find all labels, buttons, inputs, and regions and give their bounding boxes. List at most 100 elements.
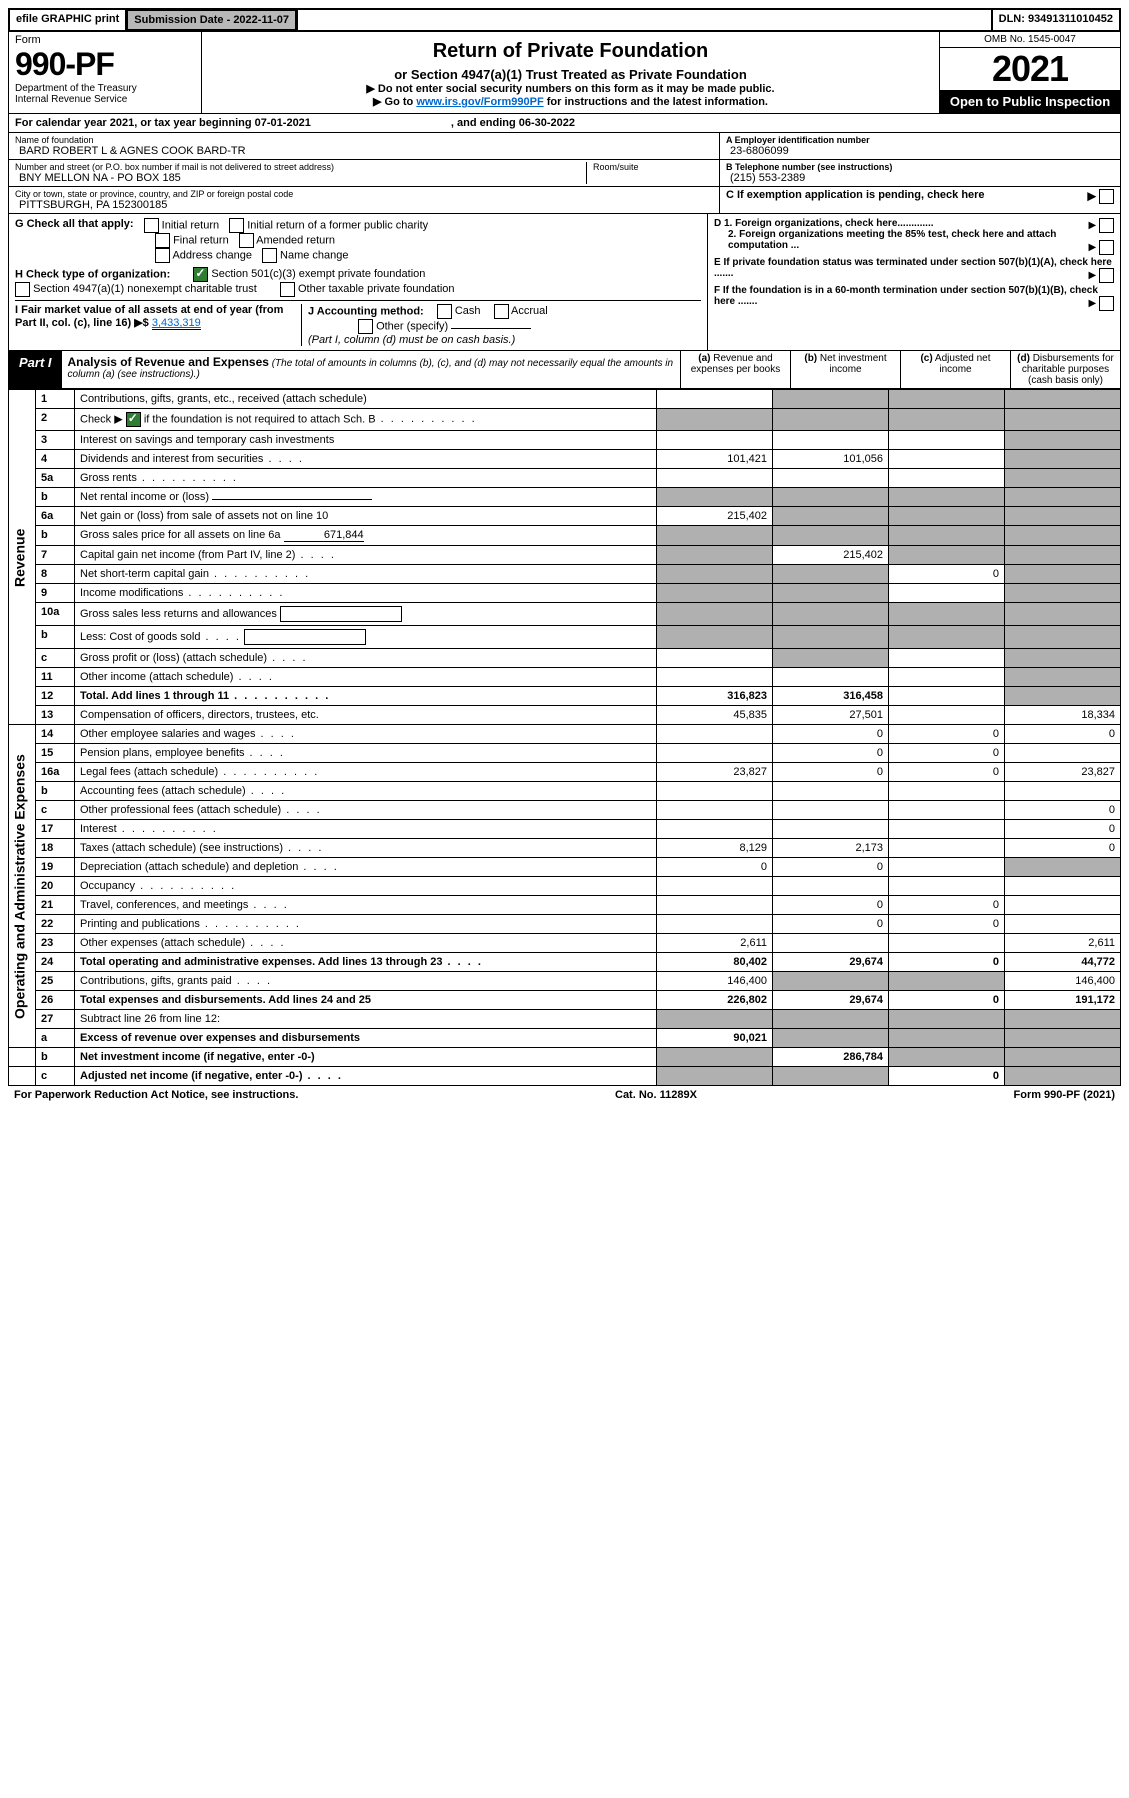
efile-label[interactable]: efile GRAPHIC print — [10, 10, 125, 30]
fmv-link[interactable]: 3,433,319 — [152, 317, 201, 330]
expenses-side-label: Operating and Administrative Expenses — [9, 725, 36, 1048]
header-left: Form 990-PF Department of the Treasury I… — [9, 32, 202, 113]
501c3-cb[interactable] — [193, 267, 208, 282]
table-row: 19Depreciation (attach schedule) and dep… — [9, 858, 1121, 877]
d2-row: 2. Foreign organizations meeting the 85%… — [714, 229, 1114, 251]
table-row: Operating and Administrative Expenses 14… — [9, 725, 1121, 744]
part1-header: Part I Analysis of Revenue and Expenses … — [8, 351, 1121, 389]
header-center: Return of Private Foundation or Section … — [202, 32, 939, 113]
e-cb[interactable] — [1099, 268, 1114, 283]
f-cb[interactable] — [1099, 296, 1114, 311]
j-block: J Accounting method: Cash Accrual Other … — [302, 304, 701, 346]
part1-label: Part I — [9, 351, 62, 388]
f-row: F If the foundation is in a 60-month ter… — [714, 285, 1114, 307]
table-row: 8Net short-term capital gain0 — [9, 565, 1121, 584]
h-row: H Check type of organization: Section 50… — [15, 267, 701, 282]
checkbox-block: G Check all that apply: Initial return I… — [8, 214, 1121, 351]
amended-return-cb[interactable] — [239, 233, 254, 248]
table-row: 26Total expenses and disbursements. Add … — [9, 991, 1121, 1010]
phone-cell: B Telephone number (see instructions) (2… — [720, 160, 1120, 187]
form-subtitle: or Section 4947(a)(1) Trust Treated as P… — [210, 67, 931, 82]
form-title: Return of Private Foundation — [210, 40, 931, 63]
header-right: OMB No. 1545-0047 2021 Open to Public In… — [939, 32, 1120, 113]
form-number: 990-PF — [15, 46, 195, 83]
table-row: 18Taxes (attach schedule) (see instructi… — [9, 839, 1121, 858]
irs-link[interactable]: www.irs.gov/Form990PF — [416, 96, 543, 108]
calendar-begin: For calendar year 2021, or tax year begi… — [15, 117, 311, 129]
paperwork-notice: For Paperwork Reduction Act Notice, see … — [14, 1089, 298, 1101]
table-row: 16aLegal fees (attach schedule)23,827002… — [9, 763, 1121, 782]
table-row: 27Subtract line 26 from line 12: — [9, 1010, 1121, 1029]
4947-cb[interactable] — [15, 282, 30, 297]
part1-title: Analysis of Revenue and Expenses (The to… — [62, 351, 680, 388]
table-row: 5aGross rents — [9, 469, 1121, 488]
table-row: 24Total operating and administrative exp… — [9, 953, 1121, 972]
spacer — [298, 10, 991, 30]
dln: DLN: 93491311010452 — [993, 10, 1119, 30]
d2-cb[interactable] — [1099, 240, 1114, 255]
submission-date: Submission Date - 2022-11-07 — [127, 10, 296, 30]
schb-cb[interactable] — [126, 412, 141, 427]
open-public: Open to Public Inspection — [940, 90, 1120, 113]
omb-number: OMB No. 1545-0047 — [940, 32, 1120, 48]
table-row: 4Dividends and interest from securities1… — [9, 450, 1121, 469]
table-row: 3Interest on savings and temporary cash … — [9, 431, 1121, 450]
table-row: aExcess of revenue over expenses and dis… — [9, 1029, 1121, 1048]
foundation-name-cell: Name of foundation BARD ROBERT L & AGNES… — [9, 133, 719, 160]
ein-cell: A Employer identification number 23-6806… — [720, 133, 1120, 160]
table-row: 10aGross sales less returns and allowanc… — [9, 603, 1121, 626]
table-row: bLess: Cost of goods sold — [9, 626, 1121, 649]
table-row: bGross sales price for all assets on lin… — [9, 526, 1121, 546]
table-row: 13Compensation of officers, directors, t… — [9, 706, 1121, 725]
page-footer: For Paperwork Reduction Act Notice, see … — [8, 1086, 1121, 1104]
table-row: bNet rental income or (loss) — [9, 488, 1121, 507]
table-row: 21Travel, conferences, and meetings00 — [9, 896, 1121, 915]
g-row: G Check all that apply: Initial return I… — [15, 218, 701, 233]
table-row: 23Other expenses (attach schedule)2,6112… — [9, 934, 1121, 953]
form-header: Form 990-PF Department of the Treasury I… — [8, 32, 1121, 114]
table-row: bAccounting fees (attach schedule) — [9, 782, 1121, 801]
table-row: Revenue 1Contributions, gifts, grants, e… — [9, 390, 1121, 409]
table-row: bNet investment income (if negative, ent… — [9, 1048, 1121, 1067]
address-cell: Number and street (or P.O. box number if… — [9, 160, 719, 187]
table-row: 17Interest0 — [9, 820, 1121, 839]
initial-return-cb[interactable] — [144, 218, 159, 233]
table-row: cAdjusted net income (if negative, enter… — [9, 1067, 1121, 1086]
other-method-cb[interactable] — [358, 319, 373, 334]
calendar-end: , and ending 06-30-2022 — [451, 117, 575, 129]
table-row: 2Check ▶ if the foundation is not requir… — [9, 409, 1121, 431]
address-change-cb[interactable] — [155, 248, 170, 263]
table-row: 12Total. Add lines 1 through 11316,82331… — [9, 687, 1121, 706]
form-label: Form — [15, 34, 195, 46]
tax-year: 2021 — [940, 48, 1120, 90]
d1-cb[interactable] — [1099, 218, 1114, 233]
exemption-pending-cell: C If exemption application is pending, c… — [720, 187, 1120, 213]
e-row: E If private foundation status was termi… — [714, 257, 1114, 279]
i-block: I Fair market value of all assets at end… — [15, 304, 302, 346]
other-taxable-cb[interactable] — [280, 282, 295, 297]
table-row: 20Occupancy — [9, 877, 1121, 896]
instr-ssn: ▶ Do not enter social security numbers o… — [210, 82, 931, 95]
city-cell: City or town, state or province, country… — [9, 187, 719, 213]
table-row: 7Capital gain net income (from Part IV, … — [9, 546, 1121, 565]
accrual-cb[interactable] — [494, 304, 509, 319]
initial-former-cb[interactable] — [229, 218, 244, 233]
cash-cb[interactable] — [437, 304, 452, 319]
cat-no: Cat. No. 11289X — [615, 1089, 697, 1101]
c-checkbox[interactable] — [1099, 189, 1114, 204]
table-row: cGross profit or (loss) (attach schedule… — [9, 649, 1121, 668]
instr-goto: ▶ Go to www.irs.gov/Form990PF for instru… — [210, 95, 931, 108]
part1-table: Revenue 1Contributions, gifts, grants, e… — [8, 389, 1121, 1086]
calendar-year-row: For calendar year 2021, or tax year begi… — [8, 114, 1121, 133]
table-row: 9Income modifications — [9, 584, 1121, 603]
final-return-cb[interactable] — [155, 233, 170, 248]
identification-block: Name of foundation BARD ROBERT L & AGNES… — [8, 133, 1121, 214]
table-row: cOther professional fees (attach schedul… — [9, 801, 1121, 820]
revenue-side-label: Revenue — [9, 390, 36, 725]
irs-label: Internal Revenue Service — [15, 94, 195, 105]
form-ref: Form 990-PF (2021) — [1014, 1089, 1115, 1101]
table-row: 11Other income (attach schedule) — [9, 668, 1121, 687]
name-change-cb[interactable] — [262, 248, 277, 263]
top-bar: efile GRAPHIC print Submission Date - 20… — [8, 8, 1121, 32]
table-row: 6aNet gain or (loss) from sale of assets… — [9, 507, 1121, 526]
